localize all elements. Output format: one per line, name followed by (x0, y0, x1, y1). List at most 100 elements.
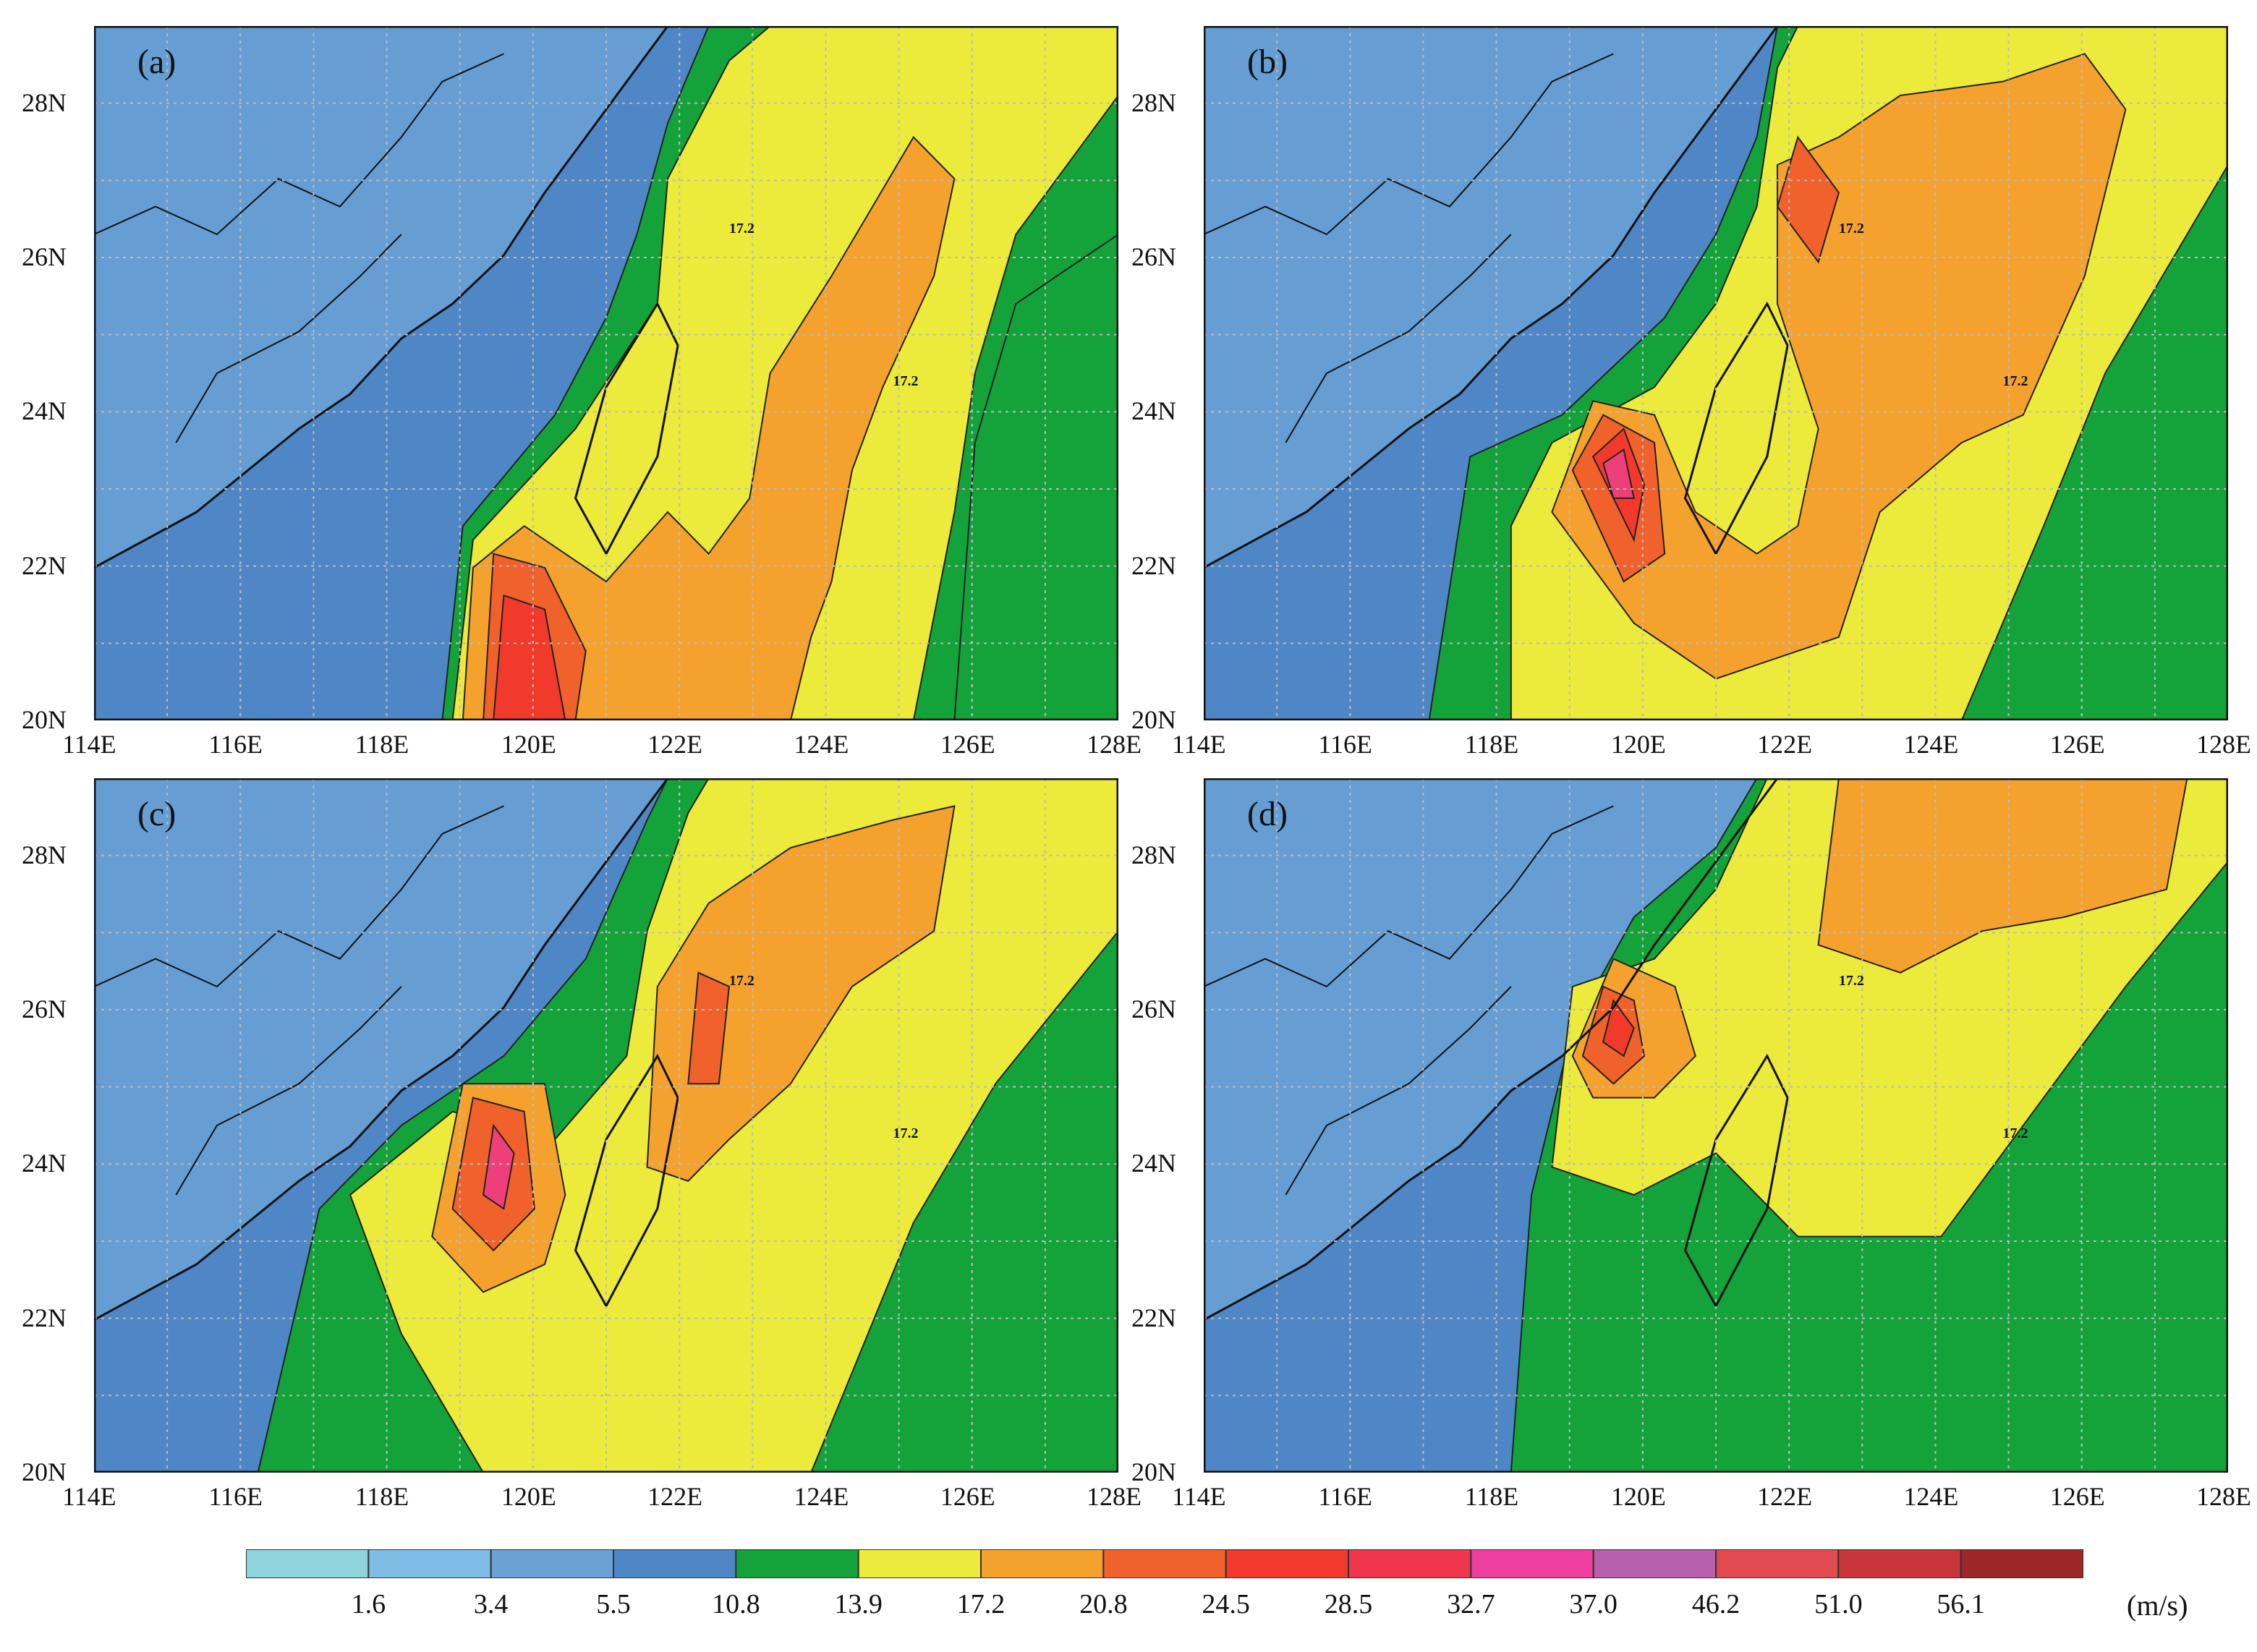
lat-tick-label: 26N (1131, 242, 1176, 271)
colorbar-label: 37.0 (1569, 1589, 1618, 1619)
map-panel-c: (c) 17.2 17.2 (94, 778, 1118, 1473)
lat-tick-label: 20N (1131, 1457, 1176, 1486)
coastline (94, 778, 669, 1321)
colorbar-unit: (m/s) (2127, 1589, 2188, 1622)
lat-tick-label: 28N (22, 88, 67, 117)
map-panel-a: (a) 17.2 17.2 (94, 26, 1118, 720)
lon-tick-label: 116E (1318, 730, 1372, 759)
colorbar-swatch (1715, 1549, 1840, 1579)
lon-tick-label: 120E (501, 730, 556, 759)
wind-field-map (1204, 778, 2228, 1473)
colorbar-swatch (1348, 1549, 1472, 1579)
province-border (1285, 986, 1512, 1196)
colorbar-swatch (735, 1549, 859, 1579)
province-border (1204, 805, 1614, 988)
wind-contour-region (493, 594, 566, 720)
colorbar-swatch (613, 1549, 737, 1579)
lon-tick-label: 122E (1757, 730, 1813, 759)
lon-tick-label: 124E (1903, 730, 1959, 759)
colorbar-swatch (1225, 1549, 1349, 1579)
lon-tick-label: 116E (1318, 1482, 1372, 1511)
province-border (94, 805, 504, 988)
lon-tick-label: 120E (501, 1482, 556, 1511)
colorbar-swatch (1470, 1549, 1594, 1579)
lon-tick-label: 128E (1087, 730, 1142, 759)
province-border (94, 53, 504, 236)
lat-tick-label: 24N (1131, 1149, 1176, 1178)
colorbar-label: 24.5 (1202, 1589, 1250, 1619)
wind-contour-region (462, 135, 956, 720)
wind-contour-region (483, 1123, 515, 1210)
lon-tick-label: 116E (208, 730, 263, 759)
colorbar-swatch (490, 1549, 614, 1579)
colorbar-swatch (367, 1549, 492, 1579)
colorbar-label: 32.7 (1447, 1589, 1495, 1619)
map-frame (94, 26, 1118, 720)
wind-field-map (94, 26, 1118, 720)
contour-label: 17.2 (728, 220, 755, 237)
contour-label: 17.2 (1838, 220, 1864, 237)
contour-label: 17.2 (728, 972, 755, 989)
colorbar-swatch (245, 1549, 370, 1579)
colorbar-label: 10.8 (712, 1589, 760, 1619)
colorbar-label: 20.8 (1079, 1589, 1128, 1619)
province-border (1285, 234, 1512, 443)
colorbar-swatch (1960, 1549, 2085, 1579)
taiwan-outline (574, 301, 679, 556)
map-panel-b: (b) 17.2 17.2 (1204, 26, 2228, 720)
lat-tick-label: 28N (22, 840, 67, 869)
lon-tick-label: 120E (1610, 1482, 1666, 1511)
map-frame (1204, 778, 2228, 1473)
contour-label: 17.2 (893, 373, 919, 389)
contour-label: 17.2 (893, 1125, 919, 1141)
colorbar (245, 1549, 2085, 1579)
colorbar-label: 13.9 (834, 1589, 883, 1619)
lat-tick-label: 24N (22, 1149, 67, 1178)
lon-tick-label: 124E (794, 730, 849, 759)
lat-tick-label: 22N (1131, 550, 1176, 580)
lat-tick-label: 26N (1131, 995, 1176, 1023)
lat-tick-label: 26N (22, 242, 67, 271)
colorbar-label: 46.2 (1691, 1589, 1740, 1619)
lon-tick-label: 124E (794, 1482, 849, 1511)
map-panel-d: (d) 17.2 17.2 (1204, 778, 2228, 1473)
lat-tick-label: 24N (1131, 396, 1176, 426)
lat-tick-label: 20N (22, 1457, 67, 1486)
contour-label: 17.2 (2002, 1125, 2028, 1141)
panel-label: (d) (1247, 795, 1288, 833)
lat-tick-label: 28N (1131, 840, 1176, 869)
colorbar-swatch (857, 1549, 982, 1579)
colorbar-label: 1.6 (351, 1589, 386, 1619)
map-frame (94, 778, 1118, 1473)
lat-tick-label: 22N (1131, 1303, 1176, 1332)
land-area (94, 778, 668, 1473)
lat-tick-label: 20N (1131, 705, 1176, 734)
lat-tick-label: 24N (22, 396, 67, 426)
lon-tick-label: 128E (2196, 1482, 2251, 1511)
colorbar-swatch (1102, 1549, 1227, 1579)
wind-contour-region (1602, 998, 1635, 1057)
lon-tick-label: 118E (354, 730, 409, 759)
contour-label: 17.2 (2002, 373, 2028, 389)
land-area (1204, 26, 1777, 720)
land-area (94, 26, 668, 720)
lon-tick-label: 116E (208, 1482, 263, 1511)
coastline (94, 26, 669, 569)
lon-tick-label: 118E (1464, 1482, 1519, 1511)
taiwan-outline (1683, 1053, 1789, 1308)
lon-tick-label: 124E (1903, 1482, 1959, 1511)
coastline (1204, 26, 1779, 569)
lon-tick-label: 120E (1610, 730, 1666, 759)
province-border (175, 234, 402, 443)
lon-tick-label: 128E (2196, 730, 2251, 759)
panel-label: (c) (137, 795, 177, 833)
lon-tick-label: 114E (62, 730, 116, 759)
wind-field-map (94, 778, 1118, 1473)
lon-tick-label: 122E (1757, 1482, 1813, 1511)
lon-tick-label: 128E (1087, 1482, 1142, 1511)
taiwan-outline (1683, 301, 1789, 556)
lat-tick-label: 28N (1131, 88, 1176, 117)
colorbar-label: 56.1 (1937, 1589, 1985, 1619)
colorbar-swatch (1592, 1549, 1717, 1579)
colorbar-swatches (245, 1549, 2085, 1579)
